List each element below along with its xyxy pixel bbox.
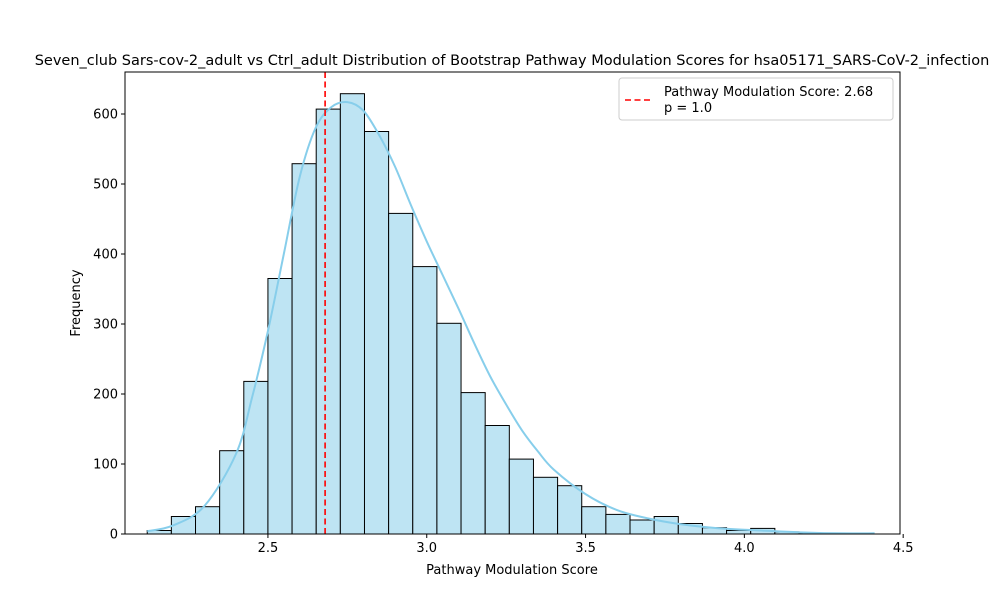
plot-frame [124, 71, 901, 535]
legend-label-pvalue: p = 1.0 [664, 101, 712, 116]
histogram-bar [726, 530, 752, 535]
histogram-bars [146, 93, 872, 535]
legend-box [618, 77, 894, 121]
x-tick-label: 4.0 [734, 541, 755, 556]
y-tick-label: 300 [93, 318, 118, 333]
histogram-bar [339, 93, 365, 535]
histogram-bar [315, 108, 341, 535]
y-tick-label: 200 [93, 388, 118, 403]
x-axis-ticks: 2.5 3.0 3.5 4.0 4.5 [258, 534, 914, 556]
x-tick-label: 3.5 [575, 541, 596, 556]
histogram-bar [653, 516, 679, 535]
y-tick-label: 500 [93, 178, 118, 193]
x-tick-label: 3.0 [416, 541, 437, 556]
y-tick-label: 100 [93, 458, 118, 473]
y-axis-ticks: 0 100 200 300 400 500 600 [93, 108, 125, 543]
histogram-bar [460, 392, 486, 535]
histogram-bar [508, 458, 534, 535]
histogram-bar [412, 266, 438, 535]
y-tick-label: 0 [110, 528, 118, 543]
histogram-bar [484, 425, 510, 535]
histogram-bar [436, 322, 462, 535]
kde-curve [147, 100, 875, 535]
y-tick-label: 600 [93, 108, 118, 123]
histogram-bar [291, 163, 317, 535]
histogram-bar [605, 513, 631, 535]
y-tick-label: 400 [93, 248, 118, 263]
legend-label-score: Pathway Modulation Score: 2.68 [664, 85, 873, 100]
x-tick-label: 2.5 [258, 541, 279, 556]
histogram-bar [581, 506, 607, 535]
x-axis-label: Pathway Modulation Score [426, 563, 598, 578]
histogram-bar [629, 519, 655, 535]
y-axis-label: Frequency [69, 269, 84, 336]
histogram-bar [557, 485, 583, 535]
legend: Pathway Modulation Score: 2.68 p = 1.0 [618, 77, 894, 121]
x-tick-label: 4.5 [893, 541, 914, 556]
chart-title: Seven_club Sars-cov-2_adult vs Ctrl_adul… [35, 53, 990, 69]
histogram-bar [532, 476, 559, 535]
histogram-bar [388, 212, 414, 535]
histogram-bar [363, 131, 390, 535]
histogram-bar [243, 380, 269, 535]
